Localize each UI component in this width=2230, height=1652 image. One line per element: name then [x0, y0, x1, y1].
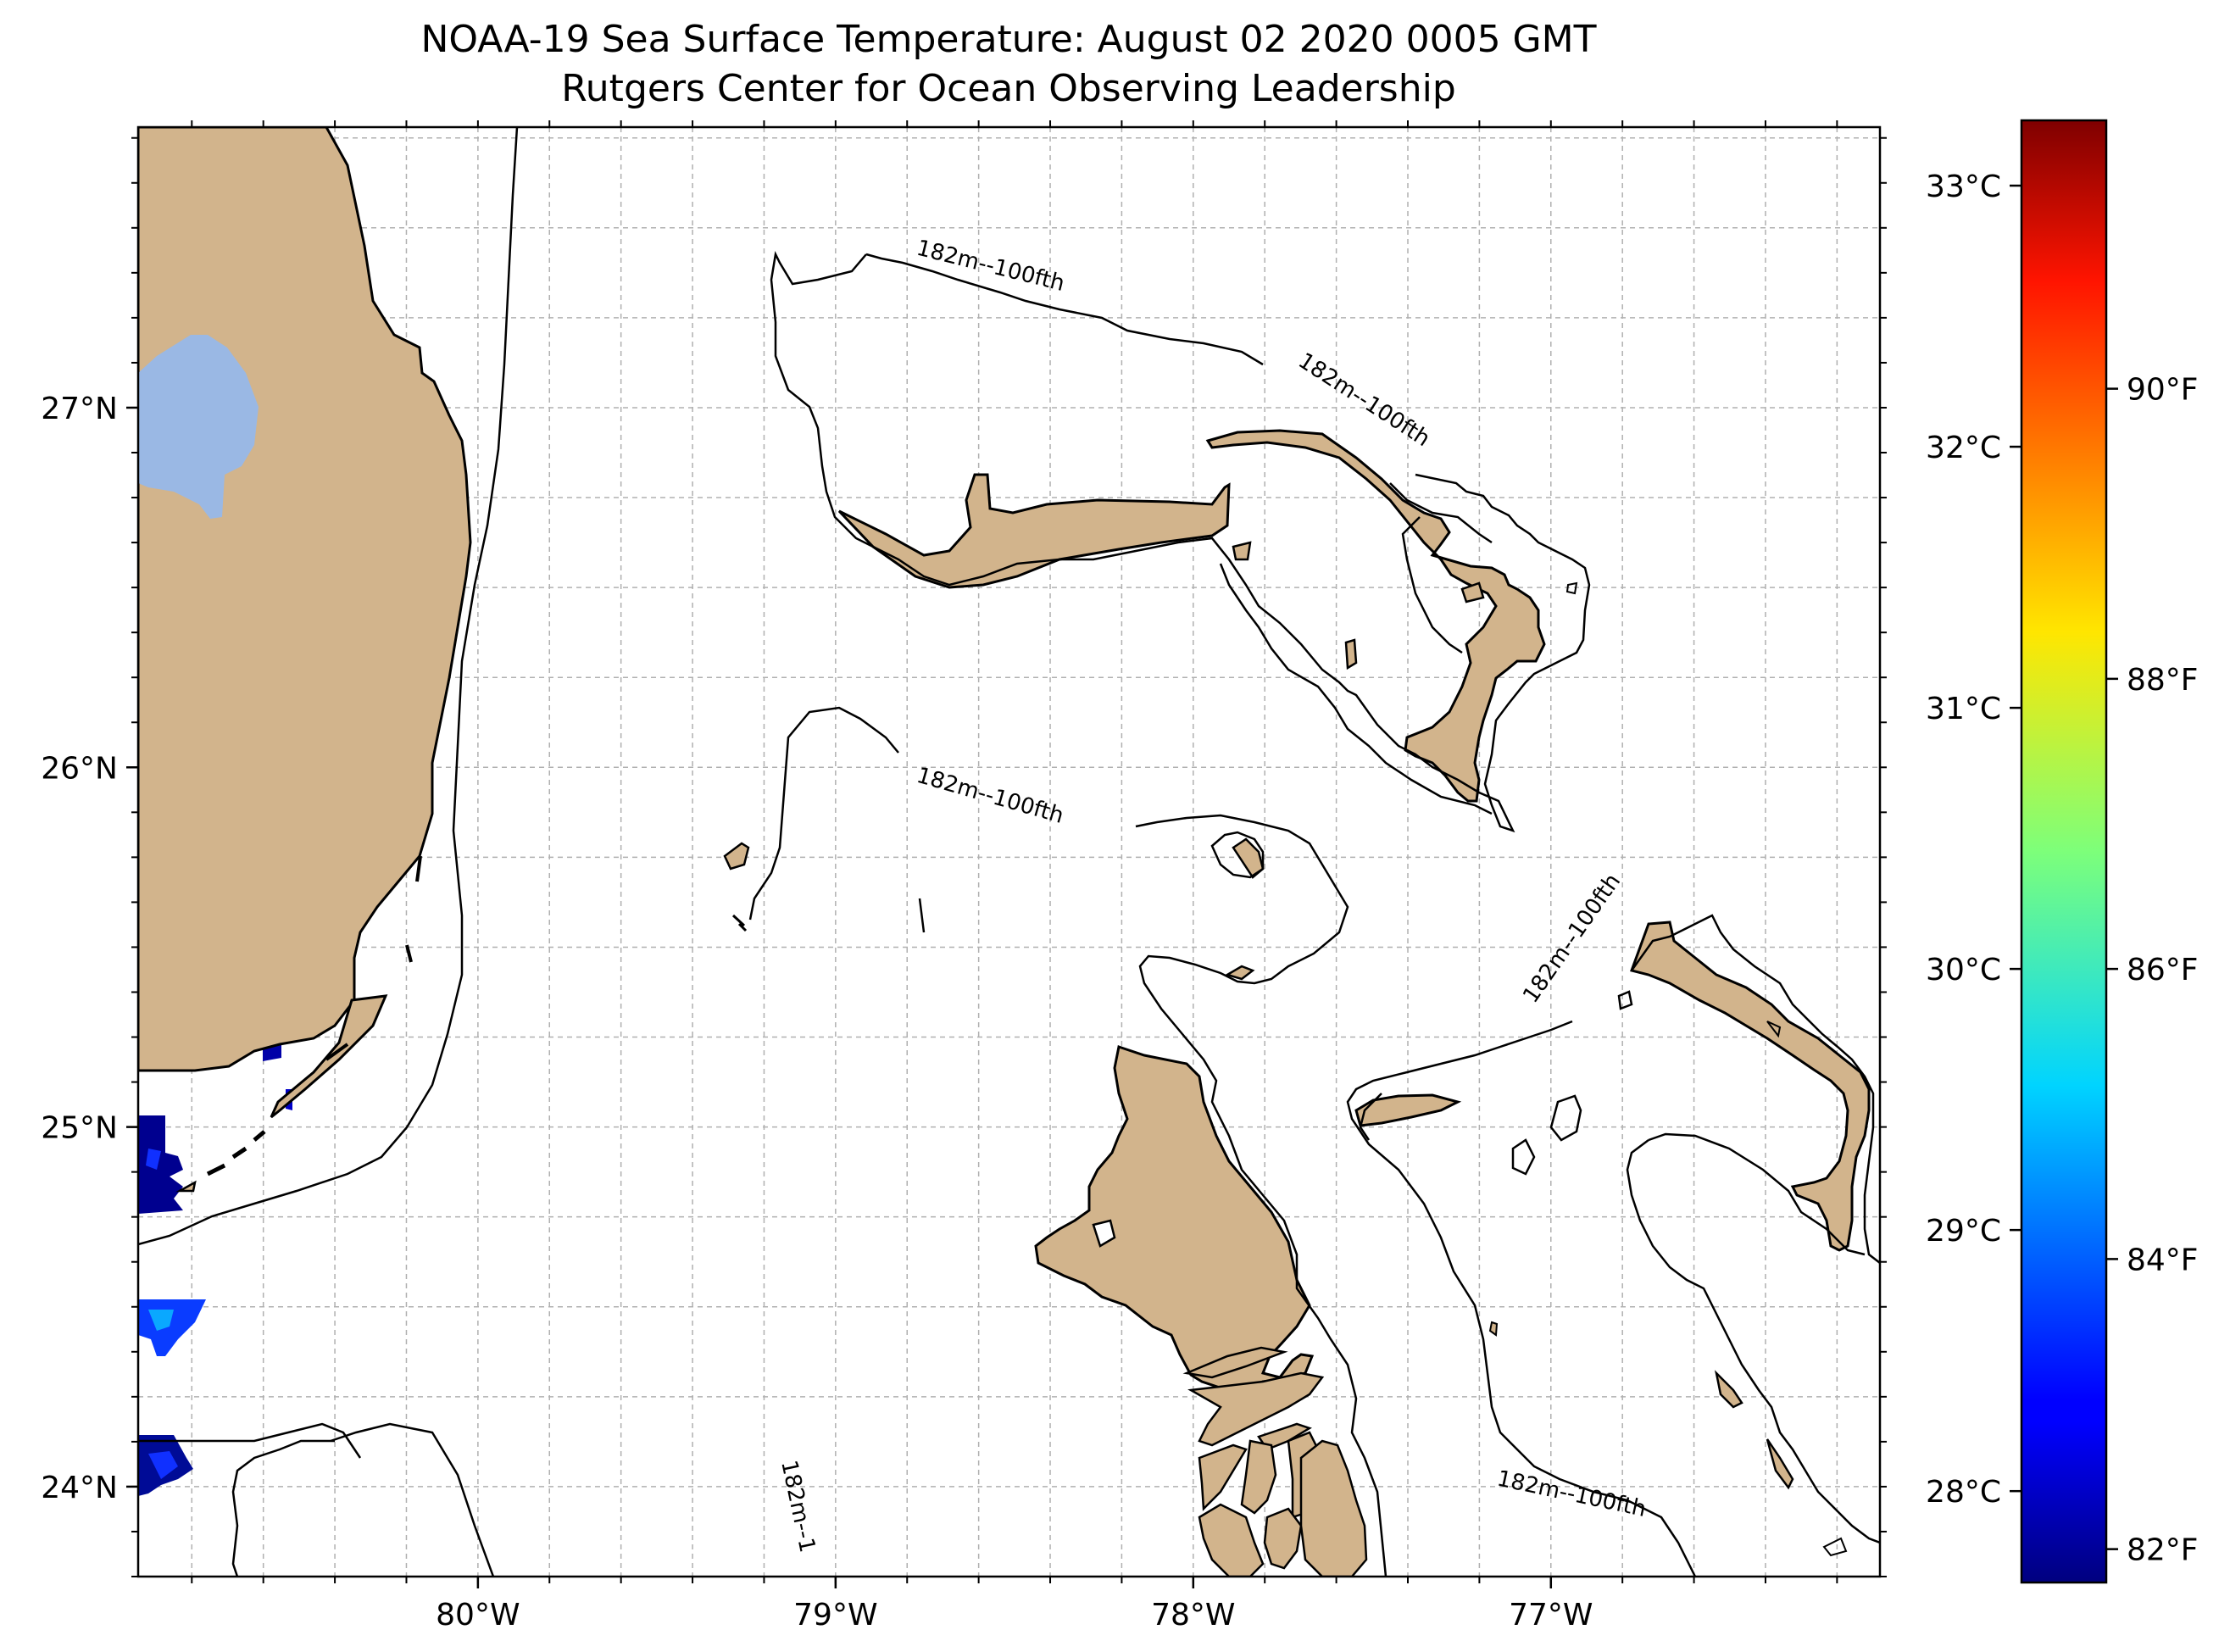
- lon-tick-label: 77°W: [1509, 1598, 1593, 1633]
- grand-bahama-island: [837, 473, 1231, 589]
- fahrenheit-tick-label: 88°F: [2127, 663, 2199, 698]
- celsius-tick-label: 32°C: [1926, 431, 2001, 465]
- fahrenheit-tick-label: 84°F: [2127, 1243, 2199, 1277]
- axis-ticks: [126, 120, 1887, 1588]
- lon-tick-label: 80°W: [436, 1598, 520, 1633]
- lat-tick-label: 24°N: [41, 1471, 118, 1505]
- fahrenheit-tick-label: 82°F: [2127, 1533, 2199, 1568]
- axis-tick-labels: 80°W 79°W 78°W 77°W 27°N 26°N 25°N 24°N: [41, 392, 1593, 1633]
- ocean-background: [138, 127, 1880, 1577]
- map-title: NOAA-19 Sea Surface Temperature: August …: [420, 18, 1597, 61]
- eleuthera-island: [1354, 1093, 1462, 1127]
- celsius-tick-label: 33°C: [1926, 170, 2001, 204]
- colorbar-ticks: 28°C 29°C 30°C 31°C 32°C 33°C 82°F 84°F 86°F 88°F…: [1926, 170, 2198, 1568]
- lake-okeechobee: [138, 335, 259, 519]
- lat-tick-label: 26°N: [41, 751, 118, 786]
- lon-tick-label: 79°W: [793, 1598, 877, 1633]
- celsius-tick-label: 31°C: [1926, 692, 2001, 726]
- lon-tick-label: 78°W: [1151, 1598, 1235, 1633]
- great-abaco-island: [1205, 429, 1546, 803]
- lat-tick-label: 25°N: [41, 1111, 118, 1146]
- fahrenheit-tick-label: 86°F: [2127, 953, 2199, 987]
- celsius-tick-label: 29°C: [1926, 1214, 2001, 1249]
- map-frame: [136, 125, 1882, 1578]
- fahrenheit-tick-label: 90°F: [2127, 373, 2199, 408]
- bathymetry-contours: [138, 127, 1880, 1577]
- map-subtitle: Rutgers Center for Ocean Observing Leade…: [561, 67, 1456, 110]
- lat-tick-label: 27°N: [41, 392, 118, 426]
- celsius-tick-label: 30°C: [1926, 953, 2001, 987]
- celsius-tick-label: 28°C: [1926, 1475, 2001, 1510]
- colorbar: [2020, 119, 2108, 1584]
